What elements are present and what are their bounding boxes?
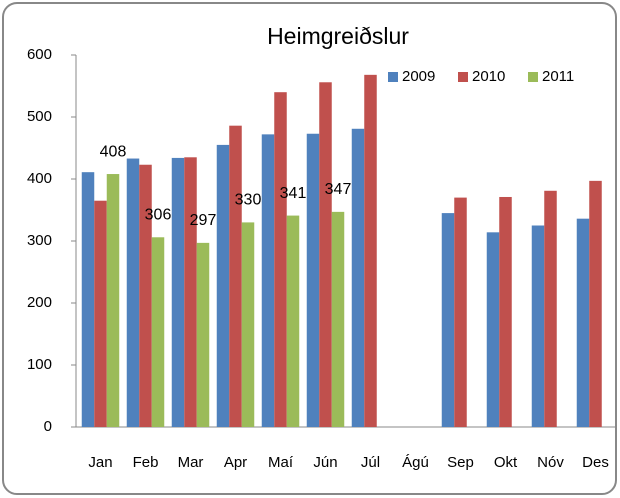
bar — [126, 158, 140, 428]
data-label: 297 — [190, 212, 217, 229]
bar — [261, 134, 275, 428]
bar — [229, 125, 242, 428]
x-tick-label: Mar — [178, 454, 204, 471]
bar — [331, 211, 345, 427]
bar — [486, 232, 500, 427]
bar — [171, 157, 185, 428]
bar — [184, 157, 197, 428]
y-tick-label: 200 — [27, 294, 52, 311]
bar — [454, 197, 467, 427]
legend-label: 2010 — [472, 68, 505, 85]
x-tick-label: Jún — [313, 454, 337, 471]
x-tick-label: Maí — [268, 454, 294, 471]
bar — [139, 164, 152, 428]
x-tick-label: Júl — [361, 454, 380, 471]
y-tick-label: 300 — [27, 232, 52, 249]
bar — [441, 213, 455, 427]
bar — [576, 218, 590, 427]
x-tick-label: Ágú — [402, 454, 429, 471]
bar — [81, 172, 95, 427]
bar — [544, 190, 557, 427]
bar — [286, 215, 300, 427]
x-tick-label: Des — [582, 454, 609, 471]
y-tick-label: 100 — [27, 356, 52, 373]
x-tick-label: Nóv — [537, 454, 564, 471]
x-tick-label: Sep — [447, 454, 474, 471]
y-tick-label: 500 — [27, 108, 52, 125]
data-label: 408 — [100, 143, 127, 160]
bar — [306, 133, 320, 428]
bar — [94, 200, 107, 427]
legend-swatch — [458, 72, 468, 82]
data-label: 330 — [235, 192, 262, 209]
y-tick-label: 400 — [27, 170, 52, 187]
y-tick-label: 0 — [44, 418, 52, 435]
x-tick-label: Okt — [494, 454, 518, 471]
bar — [106, 174, 120, 427]
data-label: 341 — [280, 185, 307, 202]
bar — [274, 92, 287, 427]
legend-swatch — [388, 72, 398, 82]
chart-title: Heimgreiðslur — [267, 23, 409, 49]
x-tick-label: Jan — [88, 454, 112, 471]
legend-swatch — [528, 72, 538, 82]
bar — [196, 242, 210, 427]
bar — [589, 180, 602, 427]
legend-label: 2011 — [542, 68, 574, 85]
bar — [151, 237, 165, 427]
bar — [351, 128, 365, 427]
bar — [364, 74, 377, 427]
data-label: 306 — [145, 206, 172, 223]
bar — [531, 225, 545, 427]
y-tick-label: 600 — [27, 46, 52, 63]
bar — [216, 144, 230, 427]
x-tick-label: Apr — [224, 454, 247, 471]
bar — [241, 222, 255, 427]
legend-label: 2009 — [402, 68, 435, 85]
bar — [319, 82, 332, 427]
x-tick-label: Feb — [133, 454, 159, 471]
data-label: 347 — [325, 181, 352, 198]
bar — [499, 196, 512, 427]
